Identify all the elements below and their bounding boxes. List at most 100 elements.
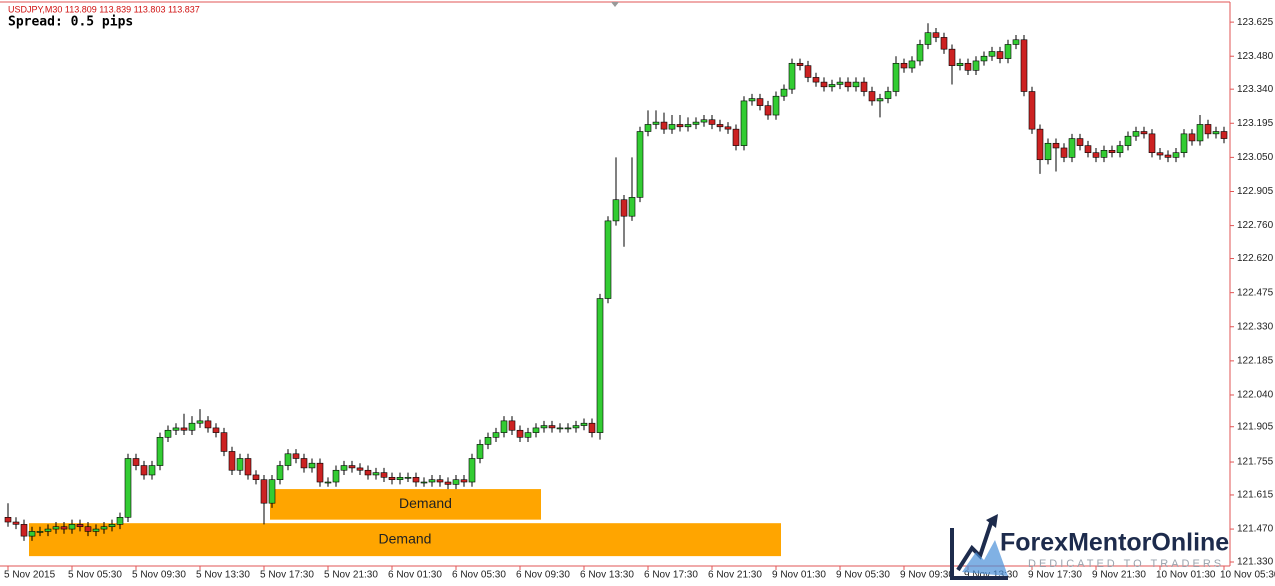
y-tick-label: 123.480	[1237, 51, 1274, 62]
candle-body	[572, 425, 580, 429]
candle-body	[604, 220, 612, 299]
candle-body	[68, 524, 76, 530]
x-tick-label: 6 Nov 01:30	[388, 570, 442, 581]
candle-body	[364, 469, 372, 476]
x-tick-label: 9 Nov 17:30	[1028, 570, 1082, 581]
candle-body	[284, 453, 292, 466]
candle-body	[900, 62, 908, 69]
candle-body	[228, 451, 236, 471]
candle-body	[1004, 44, 1012, 59]
candle-body	[820, 81, 828, 88]
candle-body	[980, 55, 988, 62]
candle-body	[1044, 142, 1052, 161]
candle-body	[756, 98, 764, 106]
logo-arrow-head	[986, 514, 998, 528]
y-tick-label: 122.760	[1237, 220, 1274, 231]
candle-body	[1012, 39, 1020, 45]
candle-body	[932, 32, 940, 38]
candle-body	[1036, 128, 1044, 161]
candle-body	[996, 51, 1004, 59]
candle-body	[204, 420, 212, 429]
candle-body	[1108, 150, 1116, 153]
candle-body	[380, 472, 388, 478]
symbol-header: USDJPY,M30 113.809 113.839 113.803 113.8…	[8, 4, 200, 14]
y-tick-label: 123.625	[1237, 17, 1274, 28]
candle-body	[1212, 131, 1220, 135]
candle-body	[796, 62, 804, 66]
candle-body	[36, 531, 44, 533]
candle-body	[564, 427, 572, 430]
candles	[4, 23, 1228, 541]
x-tick-label: 9 Nov 09:30	[900, 570, 954, 581]
y-tick-label: 122.620	[1237, 253, 1274, 264]
candle-body	[556, 427, 564, 430]
candle-body	[60, 526, 68, 530]
candle-body	[676, 124, 684, 128]
x-tick-label: 9 Nov 13:30	[964, 570, 1018, 581]
candle-body	[740, 100, 748, 146]
x-tick-label: 10 Nov 01:30	[1156, 570, 1216, 581]
candle-body	[476, 444, 484, 459]
candle-body	[244, 458, 252, 476]
candle-body	[92, 528, 100, 532]
candle-body	[212, 427, 220, 433]
candle-body	[316, 462, 324, 483]
y-tick-label: 123.195	[1237, 118, 1274, 129]
candle-body	[12, 521, 20, 525]
y-tick-label: 121.330	[1237, 557, 1274, 568]
candle-body	[44, 528, 52, 532]
x-tick-label: 6 Nov 21:30	[708, 570, 762, 581]
candle-body	[1204, 124, 1212, 135]
candle-body	[884, 91, 892, 99]
candle-body	[1188, 133, 1196, 142]
y-tick-label: 122.040	[1237, 390, 1274, 401]
candle-body	[372, 472, 380, 476]
candle-body	[636, 131, 644, 198]
candle-body	[956, 62, 964, 66]
candle-body	[876, 98, 884, 102]
candle-body	[412, 477, 420, 483]
x-tick-label: 10 Nov 05:30	[1220, 570, 1275, 581]
candle-body	[516, 429, 524, 438]
candle-body	[1172, 152, 1180, 158]
candle-body	[172, 427, 180, 431]
candle-body	[772, 95, 780, 116]
candle-body	[108, 524, 116, 528]
candle-body	[764, 105, 772, 116]
candle-body	[524, 432, 532, 438]
candle-body	[188, 422, 196, 431]
axes: 123.625 123.480 123.340 123.195 123.050 122.9…	[4, 17, 1275, 581]
candle-body	[84, 526, 92, 532]
candle-body	[332, 469, 340, 483]
candle-body	[812, 77, 820, 83]
candle-body	[540, 425, 548, 429]
candle-body	[908, 60, 916, 69]
candle-body	[852, 81, 860, 88]
candle-body	[52, 526, 60, 530]
candle-body	[388, 477, 396, 480]
candle-body	[860, 81, 868, 92]
y-tick-label: 122.905	[1237, 186, 1274, 197]
candle-body	[1028, 91, 1036, 130]
candle-body	[596, 298, 604, 433]
candle-body	[580, 422, 588, 426]
y-tick-label: 122.475	[1237, 287, 1274, 298]
x-tick-label: 5 Nov 05:30	[68, 570, 122, 581]
x-tick-label: 9 Nov 05:30	[836, 570, 890, 581]
candle-body	[20, 524, 28, 537]
candle-body	[420, 481, 428, 484]
candle-body	[156, 437, 164, 466]
candle-body	[844, 81, 852, 88]
candle-body	[236, 458, 244, 471]
candle-body	[1116, 145, 1124, 153]
candle-body	[444, 481, 452, 485]
candle-body	[196, 420, 204, 424]
zone-label: Demand	[379, 530, 432, 546]
spread-info: Spread: 0.5 pips	[8, 15, 133, 30]
candle-body	[260, 479, 268, 504]
logo-brand: ForexMentorOnline	[1000, 529, 1229, 557]
candle-body	[988, 51, 996, 57]
x-tick-label: 6 Nov 17:30	[644, 570, 698, 581]
candle-body	[1148, 133, 1156, 153]
candle-body	[1076, 138, 1084, 146]
